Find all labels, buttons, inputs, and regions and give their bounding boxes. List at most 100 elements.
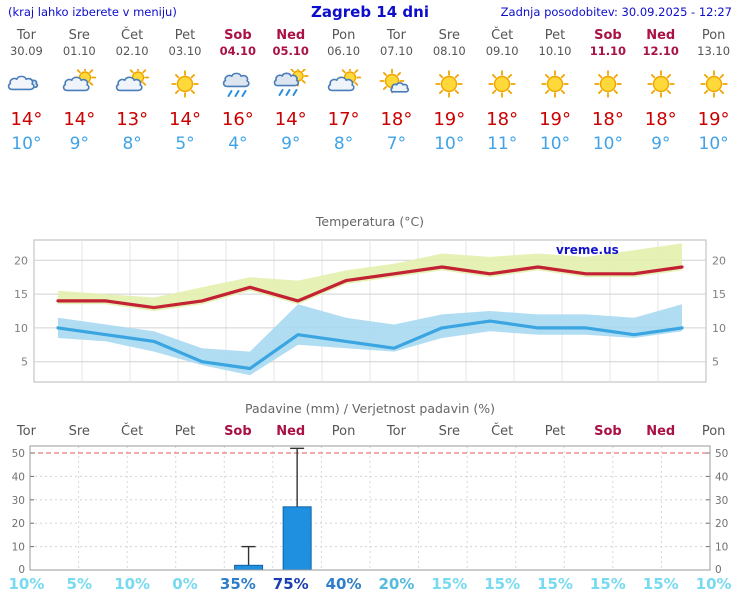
day-name: Pet bbox=[544, 28, 566, 43]
svg-text:50: 50 bbox=[12, 448, 25, 460]
high-temp: 14° bbox=[274, 109, 307, 130]
day-name: Sre bbox=[68, 28, 90, 43]
svg-text:15: 15 bbox=[14, 288, 28, 301]
day-column[interactable]: Tor 30.09 14° 10° bbox=[0, 28, 53, 154]
precip-day-label: Sre bbox=[438, 424, 460, 439]
day-date: 10.10 bbox=[538, 44, 572, 58]
precip-day-label: Pon bbox=[701, 424, 726, 439]
svg-text:50: 50 bbox=[715, 448, 728, 460]
low-temp: 8° bbox=[122, 134, 142, 154]
day-column[interactable]: Ned 05.10 14° 9° bbox=[264, 28, 317, 154]
high-temp: 18° bbox=[380, 109, 413, 130]
day-column[interactable]: Sob 11.10 18° 10° bbox=[581, 28, 634, 154]
weather-icon-cloudy bbox=[0, 69, 53, 103]
day-column[interactable]: Pon 13.10 19° 10° bbox=[687, 28, 740, 154]
precip-probability: 15% bbox=[484, 575, 521, 593]
precip-probability: 15% bbox=[431, 575, 468, 593]
svg-text:10: 10 bbox=[712, 322, 726, 335]
day-column[interactable]: Pon 06.10 17° 8° bbox=[317, 28, 370, 154]
weather-icon-sunny bbox=[634, 69, 687, 103]
high-temp: 18° bbox=[591, 109, 624, 130]
precip-probability: 20% bbox=[378, 575, 415, 593]
precip-day-label: Čet bbox=[491, 424, 514, 439]
day-date: 05.10 bbox=[272, 44, 309, 58]
high-temp: 14° bbox=[10, 109, 43, 130]
day-date: 04.10 bbox=[219, 44, 257, 58]
temp-chart-title: Temperatura (°C) bbox=[315, 214, 425, 229]
day-name: Tor bbox=[16, 28, 36, 43]
svg-text:20: 20 bbox=[712, 254, 726, 267]
low-temp: 9° bbox=[651, 134, 671, 154]
day-column[interactable]: Sob 04.10 16° 4° bbox=[211, 28, 264, 154]
precip-day-labels: Tor Sre Čet Pet Sob Ned Pon Tor Sre Čet Pet Sob Ned P… bbox=[0, 424, 740, 440]
page-title: Zagreb 14 dni bbox=[311, 3, 429, 21]
precip-day-label: Pon bbox=[331, 424, 356, 439]
low-temp: 4° bbox=[228, 134, 248, 154]
precip-day-label: Ned bbox=[646, 424, 676, 439]
day-date: 12.10 bbox=[642, 44, 679, 58]
precip-probability: 5% bbox=[66, 575, 93, 593]
day-name: Sob bbox=[594, 28, 622, 43]
day-name: Pon bbox=[701, 28, 726, 43]
low-temp: 10° bbox=[434, 134, 465, 154]
day-column[interactable]: Sre 01.10 14° 9° bbox=[53, 28, 106, 154]
day-column[interactable]: Ned 12.10 18° 9° bbox=[634, 28, 687, 154]
precip-probability: 15% bbox=[537, 575, 573, 593]
precip-probability: 10% bbox=[8, 575, 45, 593]
precip-probability: 10% bbox=[695, 575, 732, 593]
day-column[interactable]: Čet 02.10 13° 8° bbox=[106, 28, 159, 154]
day-date: 13.10 bbox=[697, 44, 731, 58]
day-date: 07.10 bbox=[379, 44, 413, 58]
day-date: 09.10 bbox=[485, 44, 519, 58]
day-column[interactable]: Sre 08.10 19° 10° bbox=[423, 28, 476, 154]
high-temp: 19° bbox=[433, 109, 466, 130]
precip-day-label: Sob bbox=[594, 424, 622, 439]
low-temp: 10° bbox=[11, 134, 42, 154]
day-date: 03.10 bbox=[168, 44, 202, 58]
svg-text:0: 0 bbox=[18, 564, 25, 574]
precip-probability: 15% bbox=[589, 575, 626, 593]
weather-icon-sunny bbox=[581, 69, 634, 103]
high-temp: 16° bbox=[221, 109, 254, 130]
svg-text:5: 5 bbox=[21, 356, 28, 369]
weather-icon-rain bbox=[211, 69, 264, 103]
day-date: 02.10 bbox=[115, 44, 149, 58]
high-temp: 13° bbox=[116, 109, 149, 130]
weather-icon-sunny bbox=[529, 69, 582, 103]
day-column[interactable]: Pet 03.10 14° 5° bbox=[159, 28, 212, 154]
day-column[interactable]: Tor 07.10 18° 7° bbox=[370, 28, 423, 154]
weather-icon-partly-cloudy bbox=[53, 69, 106, 103]
precip-day-label: Pet bbox=[174, 424, 196, 439]
weather-icon-sunny bbox=[159, 69, 212, 103]
day-name: Čet bbox=[491, 28, 514, 43]
weather-icon-rain-sun bbox=[264, 69, 317, 103]
day-date: 06.10 bbox=[327, 44, 361, 58]
day-column[interactable]: Čet 09.10 18° 11° bbox=[476, 28, 529, 154]
low-temp: 11° bbox=[487, 134, 518, 154]
day-name: Ned bbox=[646, 28, 676, 43]
low-temp: 9° bbox=[69, 134, 89, 154]
precip-probability: 10% bbox=[114, 575, 151, 593]
low-temp: 8° bbox=[333, 134, 354, 154]
last-update: Zadnja posodobitev: 30.09.2025 - 12:27 bbox=[500, 5, 732, 19]
svg-text:20: 20 bbox=[12, 518, 25, 530]
low-temp: 10° bbox=[698, 134, 729, 154]
high-temp: 18° bbox=[486, 109, 519, 130]
precip-day-label: Pet bbox=[544, 424, 566, 439]
low-temp: 5° bbox=[175, 134, 195, 154]
day-name: Ned bbox=[276, 28, 306, 43]
svg-text:20: 20 bbox=[14, 254, 28, 267]
day-column[interactable]: Pet 10.10 19° 10° bbox=[529, 28, 582, 154]
precip-probability: 75% bbox=[272, 575, 309, 593]
low-temp: 7° bbox=[386, 134, 407, 154]
precip-chart-title: Padavine (mm) / Verjetnost padavin (%) bbox=[245, 401, 495, 416]
high-temp: 14° bbox=[63, 109, 96, 130]
menu-hint: (kraj lahko izberete v meniju) bbox=[8, 5, 177, 19]
weather-icon-sunny bbox=[687, 69, 740, 103]
high-temp: 14° bbox=[169, 109, 201, 130]
forecast-strip: Tor 30.09 14° 10° Sre 01.10 14° 9° Čet 0… bbox=[0, 28, 740, 154]
precip-day-label: Tor bbox=[386, 424, 406, 439]
day-date: 08.10 bbox=[432, 44, 466, 58]
weather-icon-mostly-sunny bbox=[370, 69, 423, 103]
